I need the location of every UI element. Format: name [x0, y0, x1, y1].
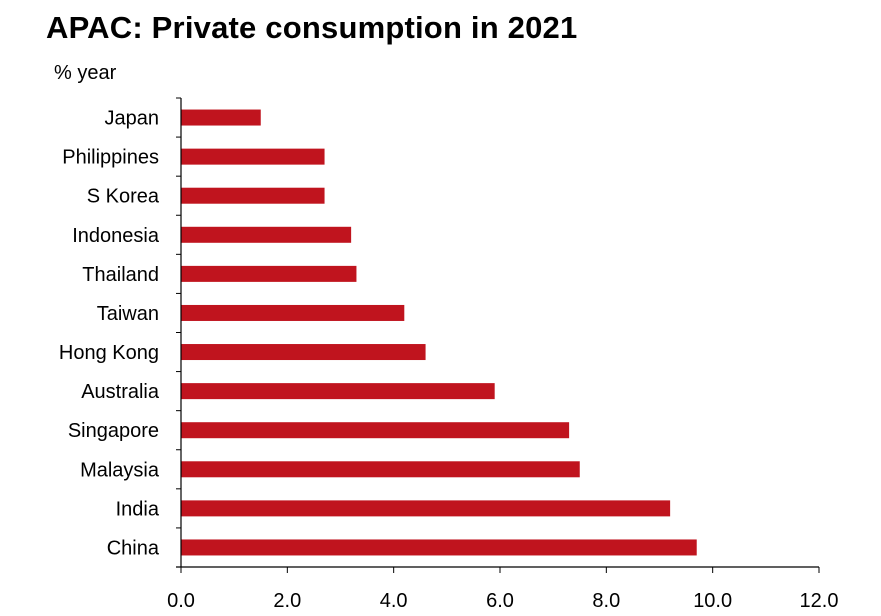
bar-china	[181, 539, 697, 556]
x-tick-label: 4.0	[380, 590, 408, 612]
category-label-india: India	[116, 498, 160, 520]
x-tick-label: 12.0	[800, 590, 839, 612]
bar-indonesia	[181, 226, 352, 243]
category-label-japan: Japan	[105, 108, 160, 130]
category-label-indonesia: Indonesia	[72, 225, 160, 247]
bar-thailand	[181, 265, 357, 282]
x-tick-label: 10.0	[693, 590, 732, 612]
chart-title: APAC: Private consumption in 2021	[46, 10, 578, 45]
axes	[176, 97, 819, 568]
category-label-hong-kong: Hong Kong	[59, 342, 159, 364]
bar-singapore	[181, 422, 570, 439]
x-ticks: 0.0 2.0 4.0 6.0 8.0 10.0 12.0	[167, 567, 838, 612]
bar-australia	[181, 383, 495, 400]
bar-india	[181, 500, 671, 517]
category-label-thailand: Thailand	[82, 264, 159, 286]
x-tick-label: 2.0	[273, 590, 301, 612]
bar-hong-kong	[181, 344, 426, 361]
bars-group	[181, 109, 697, 556]
bar-japan	[181, 109, 261, 126]
category-label-malaysia: Malaysia	[80, 459, 160, 481]
bar-malaysia	[181, 461, 580, 478]
bar-s-korea	[181, 187, 325, 204]
category-label-s-korea: S Korea	[87, 186, 160, 208]
x-tick-label: 8.0	[592, 590, 620, 612]
category-label-china: China	[107, 537, 160, 559]
category-labels: Japan Philippines S Korea Indonesia Thailand…	[59, 108, 160, 560]
bar-philippines	[181, 148, 325, 165]
unit-label: % year	[54, 62, 117, 84]
bar-taiwan	[181, 304, 405, 321]
x-tick-label: 6.0	[486, 590, 514, 612]
x-tick-label: 0.0	[167, 590, 195, 612]
category-label-taiwan: Taiwan	[97, 303, 159, 325]
category-label-australia: Australia	[81, 381, 160, 403]
category-label-singapore: Singapore	[68, 420, 159, 442]
category-label-philippines: Philippines	[62, 147, 159, 169]
